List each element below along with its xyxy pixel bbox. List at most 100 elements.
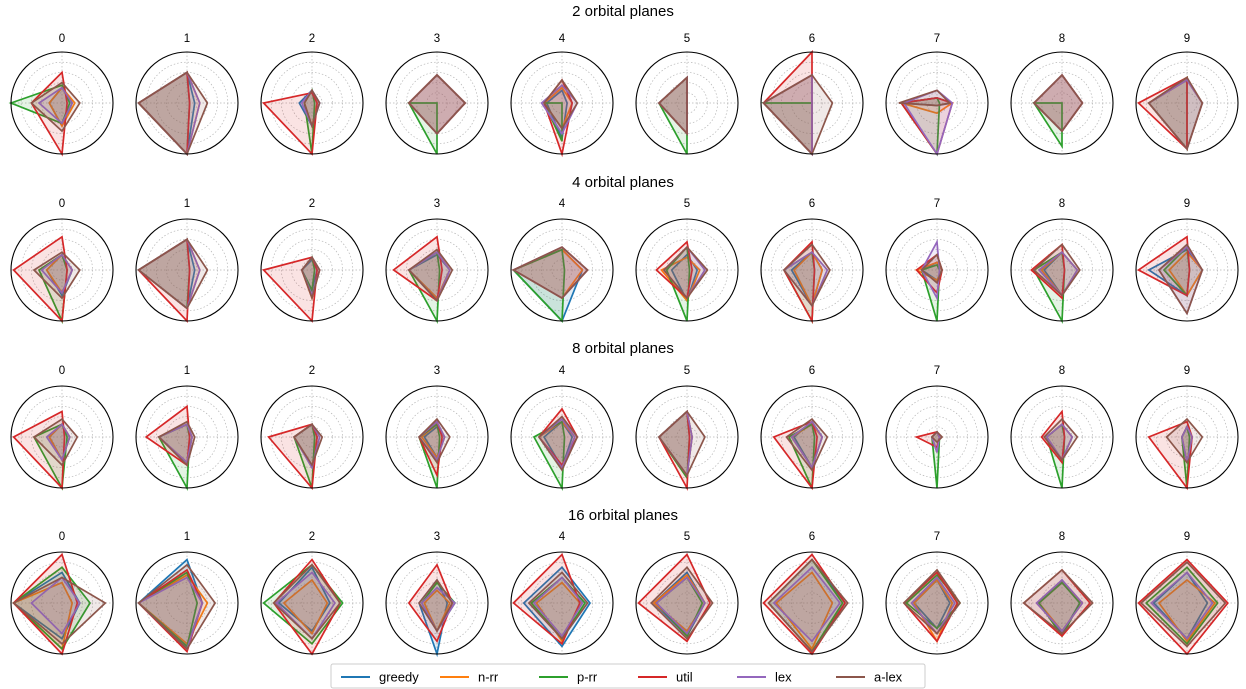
panel-label: 8 xyxy=(1059,198,1065,210)
radar-panel: 6 xyxy=(761,198,863,321)
radar-panel: 3 xyxy=(386,531,488,654)
panel-label: 4 xyxy=(559,365,566,377)
row-title: 16 orbital planes xyxy=(568,507,678,524)
series-polygon xyxy=(651,567,712,638)
radar-panel: 1 xyxy=(136,198,238,321)
panel-label: 4 xyxy=(559,531,566,543)
radar-panel: 1 xyxy=(136,365,238,488)
series-polygon xyxy=(139,239,208,308)
series-polygon xyxy=(764,75,833,154)
radar-panel: 8 xyxy=(1011,33,1113,154)
series-polygon xyxy=(904,570,960,634)
radar-panel: 0 xyxy=(11,365,113,488)
series-polygon xyxy=(514,247,588,298)
radar-panel: 4 xyxy=(511,531,613,654)
radar-panel: 5 xyxy=(636,531,738,654)
radar-panel: 0 xyxy=(11,531,113,654)
radar-panel: 2 xyxy=(261,198,363,321)
radar-panel: 0 xyxy=(11,198,113,321)
panel-label: 0 xyxy=(59,198,65,210)
row-title: 8 orbital planes xyxy=(572,340,674,357)
series-polygon xyxy=(769,560,848,652)
panel-label: 8 xyxy=(1059,531,1065,543)
panel-label: 7 xyxy=(934,33,940,45)
radar-panel: 8 xyxy=(1011,198,1113,321)
radar-panel: 5 xyxy=(636,198,738,321)
radar-panel: 1 xyxy=(136,531,238,654)
series-polygon xyxy=(1141,562,1225,646)
legend-frame xyxy=(331,664,925,688)
panel-label: 0 xyxy=(59,33,65,45)
panel-label: 1 xyxy=(184,365,190,377)
radar-panel: 7 xyxy=(886,531,988,654)
radar-panel: 6 xyxy=(761,33,863,154)
panel-label: 3 xyxy=(434,33,440,45)
legend-label: util xyxy=(676,670,693,685)
panel-label: 6 xyxy=(809,531,815,543)
radar-panel: 7 xyxy=(886,365,988,488)
panel-label: 3 xyxy=(434,531,440,543)
radar-panel: 3 xyxy=(386,198,488,321)
radar-panel: 4 xyxy=(511,198,613,321)
radar-panel: 3 xyxy=(386,33,488,154)
row-title: 4 orbital planes xyxy=(572,174,674,191)
series-polygon xyxy=(14,578,106,644)
panel-label: 2 xyxy=(309,198,315,210)
radar-panel: 7 xyxy=(886,33,988,154)
radar-panel: 8 xyxy=(1011,531,1113,654)
panel-label: 7 xyxy=(934,365,940,377)
series-polygon xyxy=(539,417,577,471)
legend-label: n-rr xyxy=(478,670,499,685)
series-polygon xyxy=(659,412,705,476)
legend-label: lex xyxy=(775,670,792,685)
panel-label: 4 xyxy=(559,198,566,210)
panel-label: 7 xyxy=(934,198,940,210)
panel-label: 5 xyxy=(684,198,690,210)
radar-panel: 5 xyxy=(636,33,738,154)
panel-label: 9 xyxy=(1184,33,1190,45)
series-polygon xyxy=(31,83,79,132)
legend-label: greedy xyxy=(379,670,419,685)
panel-label: 1 xyxy=(184,33,190,45)
panel-label: 2 xyxy=(309,531,315,543)
radar-panel: 2 xyxy=(261,531,363,654)
row-title: 2 orbital planes xyxy=(572,3,674,20)
series-polygon xyxy=(1044,419,1077,460)
radar-panel: 9 xyxy=(1136,33,1238,154)
radar-panel: 4 xyxy=(511,365,613,488)
radar-panel: 2 xyxy=(261,365,363,488)
series-polygon xyxy=(1024,570,1093,634)
series-polygon xyxy=(784,245,830,306)
panel-label: 3 xyxy=(434,198,440,210)
radar-panel: 9 xyxy=(1136,531,1238,654)
panel-label: 9 xyxy=(1184,531,1190,543)
radar-panel: 8 xyxy=(1011,365,1113,488)
radar-row: 16 orbital planes 0 1 2 3 4 5 6 7 8 9 xyxy=(11,507,1238,654)
panel-label: 6 xyxy=(809,33,815,45)
radar-row: 8 orbital planes0 1 2 3 4 5 6 7 8 9 xyxy=(11,340,1238,488)
panel-label: 2 xyxy=(309,33,315,45)
radar-panel: 0 xyxy=(11,33,113,154)
series-polygon xyxy=(664,247,707,298)
series-polygon xyxy=(1034,245,1080,296)
radar-panel: 7 xyxy=(886,198,988,321)
panel-label: 6 xyxy=(809,198,815,210)
radar-panel: 6 xyxy=(761,531,863,654)
panel-label: 3 xyxy=(434,365,440,377)
radar-panel: 6 xyxy=(761,365,863,488)
panel-label: 1 xyxy=(184,198,190,210)
panel-label: 5 xyxy=(684,365,690,377)
panel-label: 9 xyxy=(1184,198,1190,210)
series-polygon xyxy=(419,419,450,462)
radar-row: 2 orbital planes 0 1 2 3 4 5 6 7 8 9 xyxy=(11,3,1238,154)
series-polygon xyxy=(139,72,208,154)
legend: greedy n-rr p-rr util lex a-lex xyxy=(331,664,925,688)
panel-label: 1 xyxy=(184,531,190,543)
panel-label: 0 xyxy=(59,531,65,543)
radar-panel: 1 xyxy=(136,33,238,154)
panel-label: 0 xyxy=(59,365,65,377)
panel-label: 4 xyxy=(559,33,566,45)
series-polygon xyxy=(409,75,465,134)
